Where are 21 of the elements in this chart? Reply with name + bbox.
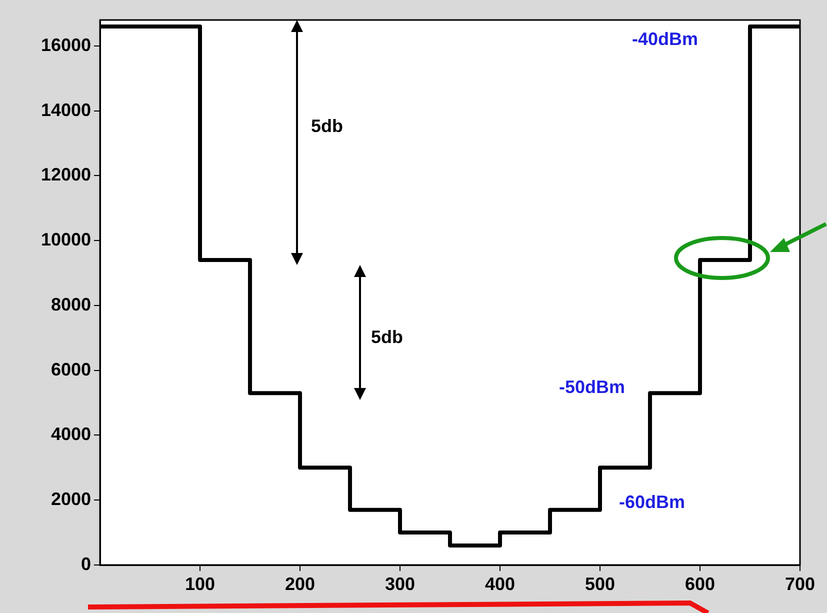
y-tick-label: 0 <box>80 554 91 574</box>
annotation: -50dBm <box>558 376 626 397</box>
x-tick-label: 500 <box>584 574 616 594</box>
y-tick-label: 12000 <box>40 164 91 185</box>
annotation: 5db <box>370 326 404 347</box>
x-tick-label: 300 <box>384 574 416 594</box>
x-tick-label: 200 <box>284 574 316 594</box>
x-tick-label: 700 <box>784 574 816 594</box>
y-tick-label: 6000 <box>50 359 91 380</box>
y-tick-label: 4000 <box>50 424 91 444</box>
annotation: -60dBm <box>618 492 686 512</box>
annotation: 5db <box>310 116 344 136</box>
x-tick-label: 400 <box>484 574 516 594</box>
y-tick-label: 14000 <box>40 100 91 120</box>
y-tick-label: 8000 <box>50 294 91 314</box>
y-tick-label: 16000 <box>40 34 91 55</box>
x-tick-label: 600 <box>684 574 716 594</box>
x-tick-label: 100 <box>184 574 216 594</box>
y-tick-label: 10000 <box>40 230 91 250</box>
annotation: -40dBm <box>632 28 698 49</box>
y-tick-label: 2000 <box>50 489 91 510</box>
